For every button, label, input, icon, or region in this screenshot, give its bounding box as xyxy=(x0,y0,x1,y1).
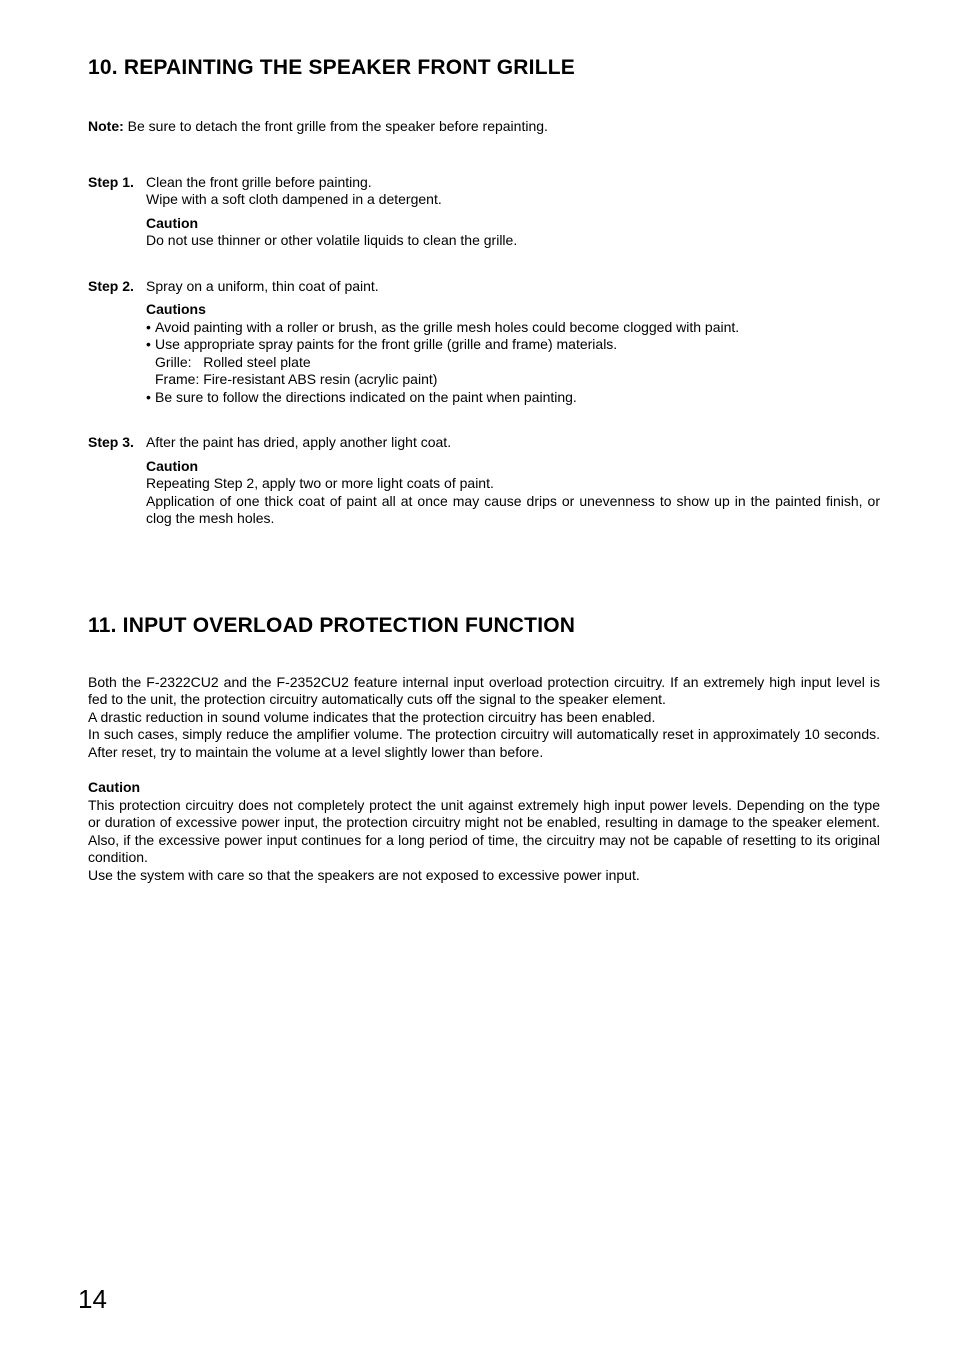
section-11-caution-para-1: This protection circuitry does not compl… xyxy=(88,797,880,867)
step-3-line-1: After the paint has dried, apply another… xyxy=(146,434,880,452)
section-11-caution-title: Caution xyxy=(88,779,880,797)
step-1-line-2: Wipe with a soft cloth dampened in a det… xyxy=(146,191,880,209)
step-2-line-1: Spray on a uniform, thin coat of paint. xyxy=(146,278,880,296)
note-label: Note: xyxy=(88,118,124,134)
step-1-caution-text: Do not use thinner or other volatile liq… xyxy=(146,232,880,250)
step-3-label: Step 3. xyxy=(88,434,146,452)
step-2-bullet-2: • Use appropriate spray paints for the f… xyxy=(146,336,880,354)
bullet-dot-icon: • xyxy=(146,336,155,354)
section-11: 11. INPUT OVERLOAD PROTECTION FUNCTION B… xyxy=(88,614,880,885)
step-2-bullet-1-text: Avoid painting with a roller or brush, a… xyxy=(155,319,880,337)
step-1-label: Step 1. xyxy=(88,174,146,209)
step-3-caution-title: Caution xyxy=(146,458,880,476)
step-2-bullet-1: • Avoid painting with a roller or brush,… xyxy=(146,319,880,337)
step-2-bullet-2-sub-2: Frame: Fire-resistant ABS resin (acrylic… xyxy=(155,371,880,389)
step-3-caution-line-2: Application of one thick coat of paint a… xyxy=(146,493,880,528)
page-number: 14 xyxy=(78,1284,107,1315)
step-2-caution-title: Cautions xyxy=(146,301,880,319)
step-2-bullet-3-text: Be sure to follow the directions indicat… xyxy=(155,389,880,407)
section-11-para-1: Both the F-2322CU2 and the F-2352CU2 fea… xyxy=(88,674,880,709)
section-10-note: Note: Be sure to detach the front grille… xyxy=(88,118,880,136)
section-10: 10. REPAINTING THE SPEAKER FRONT GRILLE … xyxy=(88,56,880,528)
step-1-line-1: Clean the front grille before painting. xyxy=(146,174,880,192)
step-3: Step 3. After the paint has dried, apply… xyxy=(88,434,880,528)
step-1: Step 1. Clean the front grille before pa… xyxy=(88,174,880,250)
bullet-dot-icon: • xyxy=(146,319,155,337)
step-2-bullet-2-text: Use appropriate spray paints for the fro… xyxy=(155,336,880,354)
step-2-label: Step 2. xyxy=(88,278,146,296)
section-11-para-3: In such cases, simply reduce the amplifi… xyxy=(88,726,880,761)
step-2: Step 2. Spray on a uniform, thin coat of… xyxy=(88,278,880,407)
section-10-heading: 10. REPAINTING THE SPEAKER FRONT GRILLE xyxy=(88,56,880,80)
step-1-caution-title: Caution xyxy=(146,215,880,233)
step-2-bullet-3: • Be sure to follow the directions indic… xyxy=(146,389,880,407)
note-text: Be sure to detach the front grille from … xyxy=(124,118,548,134)
section-11-heading: 11. INPUT OVERLOAD PROTECTION FUNCTION xyxy=(88,614,880,638)
bullet-dot-icon: • xyxy=(146,389,155,407)
section-11-para-2: A drastic reduction in sound volume indi… xyxy=(88,709,880,727)
step-2-bullet-2-sub-1: Grille: Rolled steel plate xyxy=(155,354,880,372)
step-3-caution-line-1: Repeating Step 2, apply two or more ligh… xyxy=(146,475,880,493)
section-11-caution-para-2: Use the system with care so that the spe… xyxy=(88,867,880,885)
